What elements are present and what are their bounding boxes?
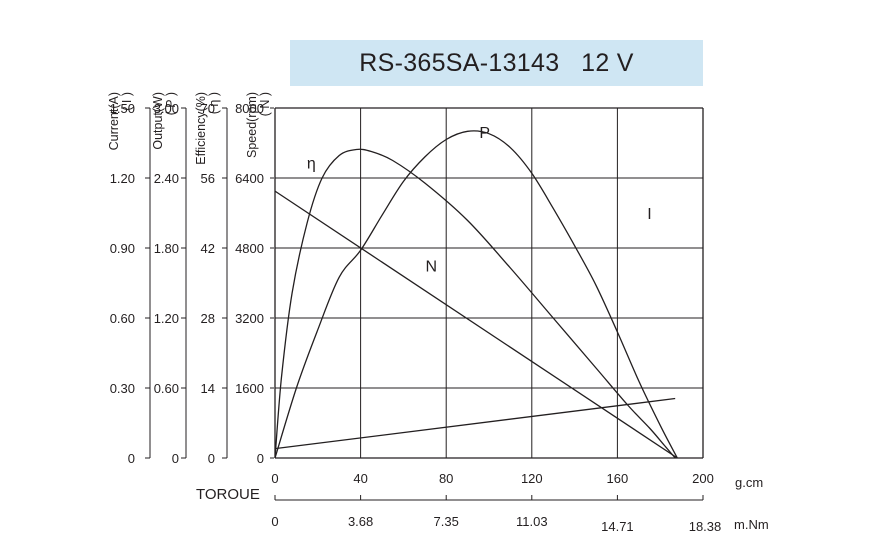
output-tick-label: 0.60 (154, 381, 179, 396)
x-tick-label: 80 (439, 471, 453, 486)
output-tick-label: 3.00 (154, 101, 179, 116)
output-axis-symbol: ( P ) (164, 92, 178, 115)
current-axis-symbol: ( I ) (120, 92, 134, 111)
x-tick-label: 0 (271, 471, 278, 486)
chart-title-box: RS-365SA-13143 12 V (290, 40, 703, 86)
speed-tick-label: 3200 (235, 311, 264, 326)
current-tick-label: 0.30 (110, 381, 135, 396)
efficiency-tick-label: 56 (201, 171, 215, 186)
speed-curve-label: N (425, 259, 437, 276)
output-tick-label: 2.40 (154, 171, 179, 186)
current-axis-label: Current(A) (107, 92, 121, 150)
chart-title: RS-365SA-13143 12 V (359, 48, 634, 77)
x-tick-label: 160 (607, 471, 629, 486)
speed-curve (274, 190, 678, 459)
output-curve-label: P (479, 125, 490, 142)
current-curve-label: I (647, 206, 651, 223)
current-tick-label: 0 (128, 451, 135, 466)
efficiency-tick-label: 28 (201, 311, 215, 326)
x2-tick-label: 7.35 (434, 514, 459, 529)
x2-tick-label: 11.03 (516, 514, 548, 529)
current-tick-label: 0.60 (110, 311, 135, 326)
efficiency-curve (274, 148, 676, 459)
efficiency-tick-label: 70 (201, 101, 215, 116)
output-tick-label: 1.20 (154, 311, 179, 326)
current-tick-label: 1.50 (110, 101, 135, 116)
x2-tick-label: 3.68 (348, 514, 373, 529)
speed-axis-symbol: ( N ) (258, 92, 272, 116)
speed-tick-label: 6400 (235, 171, 264, 186)
x-axis-title: TOROUE (196, 486, 260, 503)
output-curve (274, 130, 678, 459)
x-tick-label: 40 (353, 471, 367, 486)
speed-tick-label: 0 (257, 451, 264, 466)
output-axis-label: Output(W) (151, 92, 165, 150)
x-tick-label: 200 (692, 471, 714, 486)
current-tick-label: 1.20 (110, 171, 135, 186)
x-unit-label: g.cm (735, 475, 763, 490)
efficiency-axis-label: Efficiency(%) (194, 92, 208, 165)
output-tick-label: 0 (172, 451, 179, 466)
efficiency-curve-label: η (307, 156, 316, 173)
speed-axis-label: Speed(rpm) (245, 92, 259, 158)
x2-tick-label: 0 (271, 514, 278, 529)
efficiency-tick-label: 0 (208, 451, 215, 466)
x-tick-label: 120 (521, 471, 543, 486)
speed-tick-label: 1600 (235, 381, 264, 396)
efficiency-tick-label: 42 (201, 241, 215, 256)
current-curve (274, 397, 676, 450)
x2-tick-label: 18.38 (689, 519, 722, 534)
x2-tick-label: 14.71 (601, 519, 634, 534)
efficiency-axis-symbol: ( η ) (207, 92, 221, 114)
x2-unit-label: m.Nm (734, 517, 769, 532)
speed-tick-label: 4800 (235, 241, 264, 256)
output-tick-label: 1.80 (154, 241, 179, 256)
speed-tick-label: 8000 (235, 101, 264, 116)
efficiency-tick-label: 14 (201, 381, 215, 396)
current-tick-label: 0.90 (110, 241, 135, 256)
